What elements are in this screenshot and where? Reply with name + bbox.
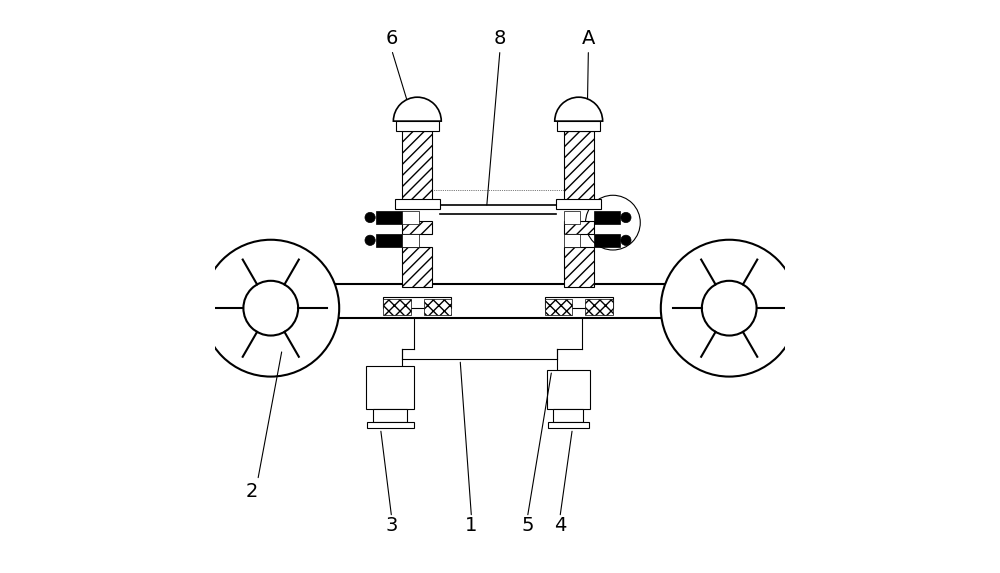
Bar xyxy=(564,131,594,207)
Circle shape xyxy=(365,235,375,245)
Bar xyxy=(238,284,762,318)
Bar xyxy=(564,222,594,234)
Wedge shape xyxy=(555,97,603,121)
Bar xyxy=(594,234,620,246)
Bar xyxy=(402,246,432,286)
Bar xyxy=(376,211,402,224)
Circle shape xyxy=(661,240,798,376)
Circle shape xyxy=(621,235,631,245)
Bar xyxy=(557,121,600,131)
Bar xyxy=(383,299,411,315)
Bar xyxy=(373,409,407,422)
Bar xyxy=(585,299,613,315)
Text: 6: 6 xyxy=(385,29,398,48)
Bar xyxy=(545,297,613,308)
Bar xyxy=(594,211,620,224)
Bar xyxy=(376,234,402,246)
Circle shape xyxy=(586,195,640,250)
Bar xyxy=(556,199,601,209)
Bar xyxy=(402,234,419,246)
Bar xyxy=(553,409,583,422)
Wedge shape xyxy=(393,97,441,121)
Bar xyxy=(396,121,439,131)
Bar xyxy=(402,211,419,224)
Bar xyxy=(383,297,451,308)
Bar xyxy=(547,370,590,409)
Bar xyxy=(548,422,589,429)
Text: 2: 2 xyxy=(246,482,258,501)
Circle shape xyxy=(243,281,298,336)
Bar xyxy=(402,222,432,234)
Text: 5: 5 xyxy=(521,516,534,536)
Bar xyxy=(367,422,414,429)
Bar xyxy=(395,199,440,209)
Circle shape xyxy=(702,281,757,336)
Bar xyxy=(366,366,414,409)
Text: A: A xyxy=(582,29,595,48)
Text: 3: 3 xyxy=(385,516,398,536)
Circle shape xyxy=(202,240,339,376)
Circle shape xyxy=(365,213,375,223)
Bar xyxy=(402,131,432,207)
Text: 4: 4 xyxy=(554,516,566,536)
Bar xyxy=(545,299,572,315)
Bar xyxy=(564,246,594,286)
Bar xyxy=(564,211,580,224)
Text: 8: 8 xyxy=(494,29,506,48)
Bar xyxy=(564,234,580,246)
Circle shape xyxy=(621,213,631,223)
Text: 1: 1 xyxy=(465,516,478,536)
Bar xyxy=(424,299,451,315)
